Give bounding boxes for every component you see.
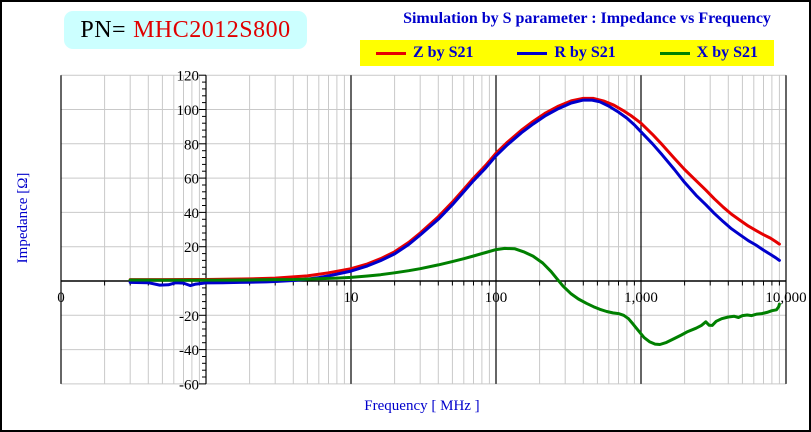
svg-text:-60: -60 (179, 377, 199, 393)
svg-text:10,000: 10,000 (765, 290, 806, 306)
svg-text:10: 10 (344, 290, 359, 306)
legend-item-z: Z by S21 (376, 44, 473, 62)
legend: Z by S21 R by S21 X by S21 (360, 40, 774, 66)
svg-text:120: 120 (177, 69, 200, 85)
legend-dash-x-icon (659, 51, 690, 55)
svg-text:100: 100 (485, 290, 508, 306)
part-number-box: PN= MHC2012S800 (64, 11, 307, 49)
x-axis-title: Frequency [ MHz ] (364, 398, 480, 414)
svg-text:80: 80 (184, 137, 199, 153)
legend-item-r: R by S21 (517, 44, 616, 62)
legend-item-x: X by S21 (659, 44, 758, 62)
legend-label-r: R by S21 (554, 44, 616, 61)
svg-text:40: 40 (184, 206, 199, 222)
legend-dash-z-icon (376, 51, 406, 55)
legend-label-z: Z by S21 (413, 44, 474, 61)
part-number: MHC2012S800 (133, 16, 291, 43)
svg-text:20: 20 (184, 240, 199, 256)
svg-text:0: 0 (57, 290, 65, 306)
svg-text:100: 100 (177, 103, 200, 119)
svg-text:1,000: 1,000 (624, 290, 658, 306)
legend-dash-r-icon (517, 51, 548, 55)
legend-label-x: X by S21 (696, 44, 758, 61)
svg-text:60: 60 (184, 172, 199, 188)
chart-title: Simulation by S parameter : Impedance vs… (403, 10, 771, 27)
svg-text:-20: -20 (179, 309, 199, 325)
pn-label: PN= (80, 16, 127, 43)
svg-text:-40: -40 (179, 343, 199, 359)
